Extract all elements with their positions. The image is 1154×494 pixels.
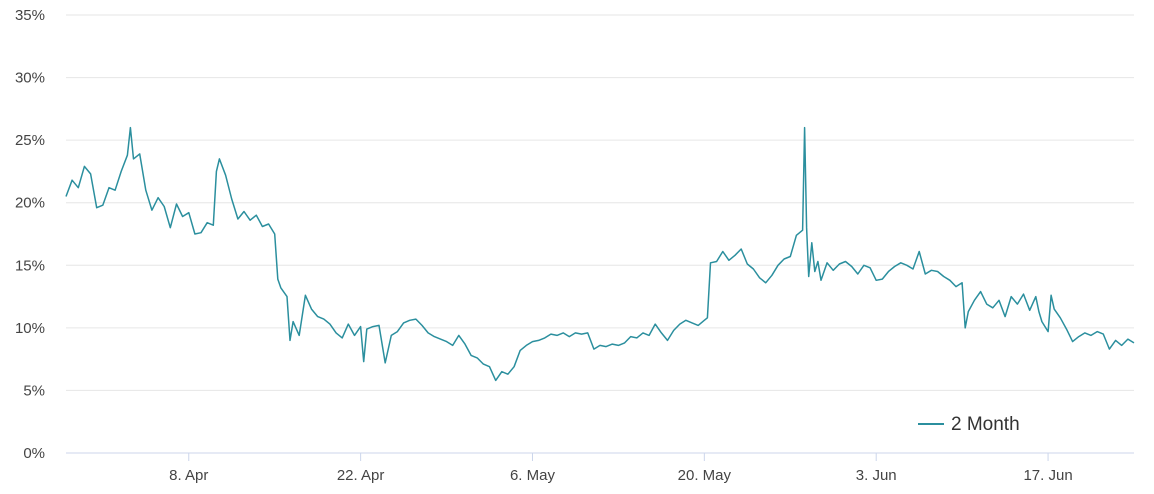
- x-tick-label: 22. Apr: [337, 467, 385, 484]
- y-tick-label: 10%: [15, 320, 45, 337]
- gridlines: [66, 14, 1134, 391]
- legend-label-2-month: 2 Month: [951, 414, 1020, 435]
- x-tick-label: 6. May: [510, 467, 556, 484]
- legend[interactable]: 2 Month: [918, 414, 1020, 435]
- y-tick-label: 5%: [23, 382, 45, 399]
- x-tick-label: 8. Apr: [169, 467, 208, 484]
- x-tick-label: 17. Jun: [1023, 467, 1072, 484]
- y-tick-label: 25%: [15, 132, 45, 149]
- x-axis: 8. Apr 22. Apr 6. May 20. May 3. Jun 17. Jun: [66, 452, 1134, 484]
- y-tick-label: 15%: [15, 257, 45, 274]
- x-tick-label: 20. May: [678, 467, 732, 484]
- y-tick-label: 30%: [15, 70, 45, 87]
- series-layer: [65, 126, 1135, 382]
- x-tick-label: 3. Jun: [856, 467, 897, 484]
- y-tick-label: 35%: [15, 7, 45, 24]
- series-line-2-month[interactable]: [65, 126, 1135, 382]
- y-tick-label: 0%: [23, 445, 45, 462]
- y-axis-labels: 0% 5% 10% 15% 20% 25% 30% 35%: [15, 7, 45, 462]
- y-tick-label: 20%: [15, 195, 45, 212]
